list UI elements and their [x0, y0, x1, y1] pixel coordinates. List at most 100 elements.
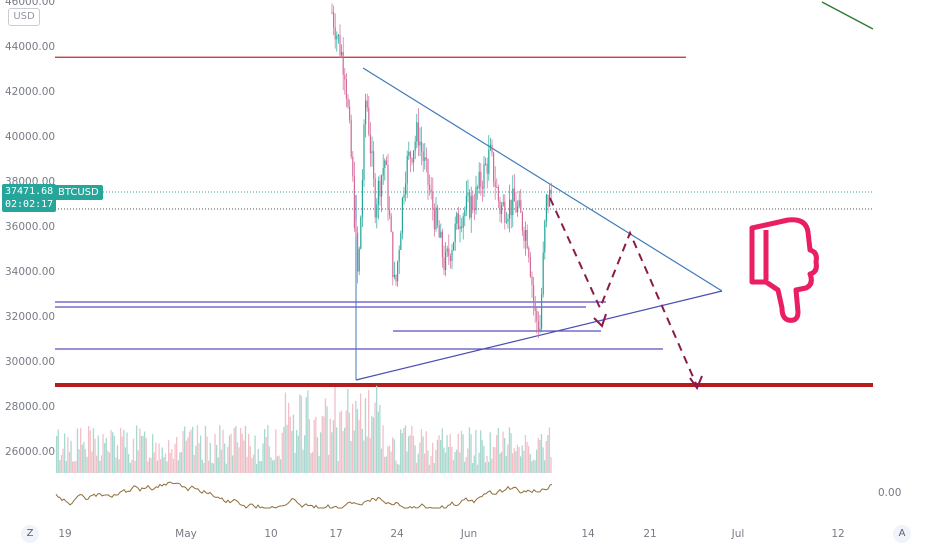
candle-body	[547, 194, 549, 207]
volume-bar	[81, 444, 83, 473]
volume-bar	[272, 460, 274, 473]
volume-bar	[217, 457, 219, 473]
volume-bar	[243, 440, 245, 473]
volume-bar	[155, 442, 157, 473]
candle-body	[526, 229, 528, 249]
auto-scale-button[interactable]: A	[893, 525, 911, 543]
candle-body	[387, 164, 389, 210]
volume-bar	[520, 456, 522, 473]
volume-bar	[460, 430, 463, 473]
candle-body	[365, 100, 367, 125]
volume-bar	[331, 432, 333, 473]
volume-bar	[480, 430, 482, 473]
volume-bar	[384, 456, 386, 473]
volume-bar	[502, 431, 504, 473]
candle-body	[529, 257, 531, 277]
volume-bar	[132, 438, 135, 473]
volume-bar	[57, 429, 59, 473]
volume-bar	[113, 435, 115, 473]
volume-bar	[100, 455, 103, 473]
volume-bar	[544, 460, 546, 473]
volume-bar	[124, 447, 127, 473]
currency-badge[interactable]: USD	[8, 8, 40, 26]
volume-bar	[467, 448, 469, 473]
volume-bar	[340, 410, 343, 473]
volume-bar	[174, 443, 176, 473]
candle-body	[371, 151, 373, 154]
volume-bar	[356, 409, 359, 473]
volume-bar	[444, 452, 447, 473]
y-tick-label: 42000.00	[5, 86, 55, 98]
candle-body	[507, 218, 509, 222]
candle-body	[369, 134, 371, 154]
volume-bar	[361, 428, 363, 473]
volume-bar	[193, 455, 195, 473]
volume-bar	[236, 442, 239, 473]
candle-body	[427, 159, 429, 185]
volume-bar	[281, 432, 283, 473]
candle-body	[480, 171, 482, 187]
candle-body	[496, 186, 498, 188]
volume-bar	[377, 411, 379, 473]
volume-bar	[110, 429, 112, 473]
volume-bar	[144, 431, 146, 473]
volume-bar	[504, 438, 506, 473]
candle-body	[443, 257, 445, 271]
volume-bar	[539, 440, 541, 473]
volume-bar	[332, 420, 335, 473]
volume-bar	[294, 452, 296, 473]
volume-bar	[424, 453, 426, 473]
volume-bar	[510, 433, 512, 473]
y-tick-label: 36000.00	[5, 221, 55, 233]
volume-bar	[315, 416, 317, 473]
volume-bar	[153, 452, 155, 473]
volume-bar	[227, 446, 229, 473]
volume-bar	[382, 425, 384, 473]
timezone-button[interactable]: Z	[21, 525, 39, 543]
volume-bar	[523, 450, 525, 473]
volume-bar	[80, 428, 82, 473]
volume-bar	[190, 429, 192, 473]
volume-bar	[430, 455, 432, 473]
candle-body	[549, 189, 551, 207]
green-trendline	[821, 1, 874, 30]
volume-bar	[123, 429, 125, 473]
volume-bar	[76, 428, 79, 473]
candle-body	[433, 209, 435, 230]
volume-bar	[78, 449, 80, 473]
candle-body	[408, 151, 410, 156]
volume-bar	[475, 429, 477, 473]
volume-bar	[512, 453, 514, 473]
volume-bar	[515, 451, 517, 473]
candle-body	[373, 151, 375, 179]
volume-bar	[68, 451, 71, 473]
volume-bar	[366, 436, 368, 473]
candle-body	[470, 195, 472, 218]
candle-body	[379, 180, 381, 197]
volume-bar	[388, 445, 391, 473]
volume-bar	[345, 410, 347, 473]
volume-bar	[209, 442, 211, 473]
candle-body	[493, 152, 495, 182]
candle-body	[430, 189, 432, 192]
volume-bar	[262, 443, 264, 473]
volume-bar	[406, 451, 408, 473]
volume-bar	[488, 461, 490, 473]
volume-bar	[176, 436, 178, 473]
volume-bar	[360, 393, 362, 473]
volume-bar	[420, 429, 423, 473]
candle-countdown: 02:02:17	[5, 199, 54, 210]
volume-bar	[550, 457, 552, 473]
volume-bar	[307, 390, 309, 473]
candle-body	[459, 226, 461, 229]
volume-bar	[316, 437, 319, 473]
volume-bar	[62, 448, 64, 473]
candle-body	[512, 188, 514, 216]
ascending-trendline	[355, 290, 723, 381]
volume-bar	[200, 435, 202, 473]
volume-bar	[228, 435, 231, 473]
volume-bar	[291, 430, 293, 473]
projection-path	[549, 197, 698, 387]
volume-bar	[244, 425, 247, 473]
